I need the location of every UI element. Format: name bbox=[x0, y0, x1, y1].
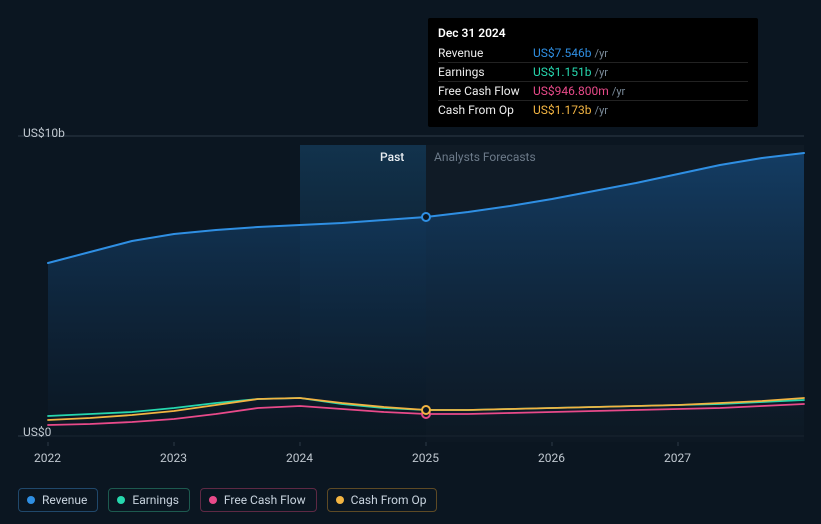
y-tick-bottom: US$0 bbox=[23, 425, 51, 439]
legend-dot-icon bbox=[27, 496, 35, 504]
chart-tooltip: Dec 31 2024 RevenueUS$7.546b/yrEarningsU… bbox=[428, 18, 758, 127]
x-tick-2026: 2026 bbox=[538, 451, 565, 465]
legend-item-cfo[interactable]: Cash From Op bbox=[327, 488, 438, 512]
section-forecast-label: Analysts Forecasts bbox=[434, 150, 536, 164]
financials-chart: US$10b US$0 Past Analysts Forecasts 2022… bbox=[0, 0, 821, 524]
legend-label: Revenue bbox=[42, 493, 87, 507]
tooltip-row-unit: /yr bbox=[595, 104, 608, 117]
y-tick-top: US$10b bbox=[23, 126, 65, 140]
legend-dot-icon bbox=[117, 496, 125, 504]
legend-item-revenue[interactable]: Revenue bbox=[18, 488, 98, 512]
x-tick-2022: 2022 bbox=[34, 451, 61, 465]
tooltip-row-value: US$946.800m bbox=[533, 84, 609, 98]
tooltip-row-value: US$1.151b bbox=[533, 65, 592, 79]
legend-label: Free Cash Flow bbox=[224, 493, 306, 507]
series-marker-cfo bbox=[422, 406, 430, 414]
section-past-label: Past bbox=[380, 150, 404, 164]
tooltip-row-3: Cash From OpUS$1.173b/yr bbox=[438, 101, 748, 119]
x-tick-2025: 2025 bbox=[412, 451, 439, 465]
series-marker-revenue bbox=[422, 213, 430, 221]
tooltip-row-value: US$1.173b bbox=[533, 103, 592, 117]
tooltip-date: Dec 31 2024 bbox=[438, 26, 748, 44]
tooltip-row-label: Earnings bbox=[438, 65, 533, 79]
tooltip-row-value: US$7.546b bbox=[533, 46, 592, 60]
legend-item-earnings[interactable]: Earnings bbox=[108, 488, 190, 512]
legend-dot-icon bbox=[209, 496, 217, 504]
tooltip-row-0: RevenueUS$7.546b/yr bbox=[438, 44, 748, 63]
legend-dot-icon bbox=[336, 496, 344, 504]
tooltip-row-label: Revenue bbox=[438, 46, 533, 60]
x-tick-2024: 2024 bbox=[286, 451, 313, 465]
tooltip-row-2: Free Cash FlowUS$946.800m/yr bbox=[438, 82, 748, 101]
chart-legend: Revenue Earnings Free Cash Flow Cash From O… bbox=[18, 488, 437, 512]
tooltip-row-unit: /yr bbox=[595, 47, 608, 60]
x-tick-2023: 2023 bbox=[160, 451, 187, 465]
tooltip-row-label: Cash From Op bbox=[438, 103, 533, 117]
x-tick-2027: 2027 bbox=[664, 451, 691, 465]
tooltip-row-label: Free Cash Flow bbox=[438, 84, 533, 98]
tooltip-row-unit: /yr bbox=[595, 66, 608, 79]
tooltip-row-unit: /yr bbox=[612, 85, 625, 98]
legend-item-fcf[interactable]: Free Cash Flow bbox=[200, 488, 317, 512]
tooltip-row-1: EarningsUS$1.151b/yr bbox=[438, 63, 748, 82]
legend-label: Earnings bbox=[132, 493, 179, 507]
legend-label: Cash From Op bbox=[351, 493, 427, 507]
